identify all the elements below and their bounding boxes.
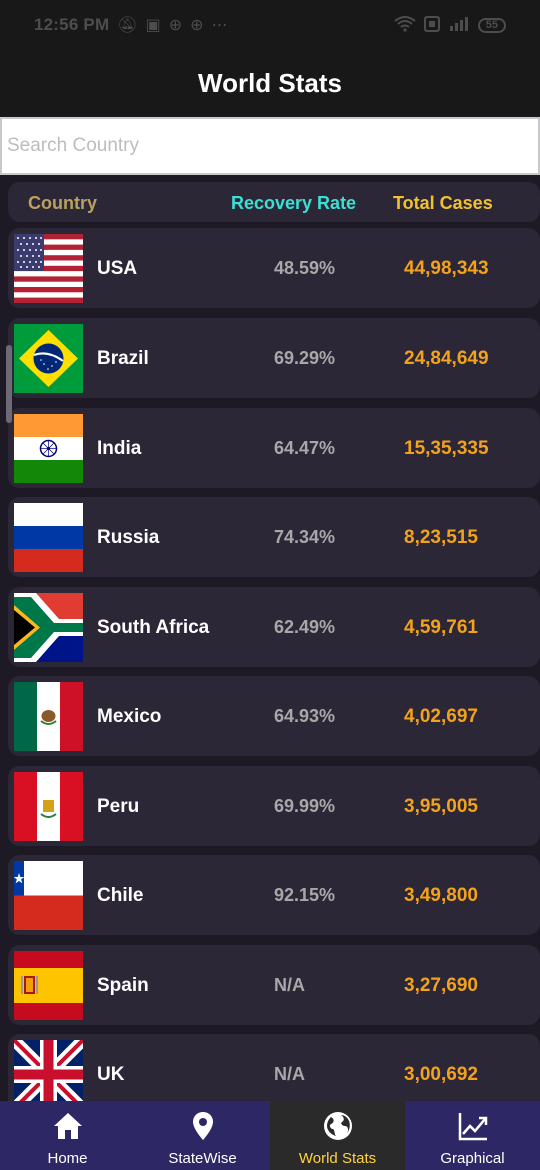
table-header: Country Recovery Rate Total Cases	[8, 182, 540, 222]
app-icon: ⊕	[168, 17, 183, 34]
location-pin-icon	[187, 1110, 219, 1142]
usa-flag	[14, 234, 83, 303]
table-row[interactable]: India 64.47% 15,35,335	[8, 408, 540, 488]
status-bar: 12:56 PM 🔕︎ ▣ ⊕ ⊕ ⋯ 55	[0, 0, 540, 50]
total-cases: 3,49,800	[404, 885, 478, 906]
column-header-country: Country	[28, 193, 97, 213]
table-row[interactable]: Mexico 64.93% 4,02,697	[8, 676, 540, 756]
total-cases: 44,98,343	[404, 258, 489, 279]
table-row[interactable]: UK N/A 3,00,692	[8, 1034, 540, 1114]
home-icon	[52, 1110, 84, 1142]
page-title: World Stats	[198, 67, 342, 98]
spain-flag	[14, 951, 83, 1020]
scrollbar-thumb[interactable]	[6, 345, 12, 423]
nav-label: World Stats	[298, 1150, 377, 1167]
total-cases: 3,00,692	[404, 1064, 478, 1085]
recovery-rate: 69.99%	[274, 796, 336, 816]
table-row[interactable]: Peru 69.99% 3,95,005	[8, 766, 540, 846]
globe-icon	[322, 1110, 354, 1142]
nav-item-graphical[interactable]: Graphical	[405, 1101, 540, 1170]
india-flag	[14, 414, 83, 483]
nav-label: Home	[47, 1150, 88, 1167]
wifi-icon	[394, 15, 416, 35]
status-time: 12:56 PM	[34, 15, 110, 34]
nav-label: Graphical	[440, 1150, 505, 1167]
country-name: Chile	[97, 885, 144, 906]
recovery-rate: N/A	[274, 1064, 305, 1084]
data-icon	[423, 15, 440, 35]
brazil-flag	[14, 324, 83, 393]
total-cases: 3,27,690	[404, 975, 478, 996]
recovery-rate: 74.34%	[274, 527, 336, 547]
nav-item-world-stats[interactable]: World Stats	[270, 1101, 405, 1170]
column-header-recovery-rate: Recovery Rate	[231, 193, 357, 213]
total-cases: 4,02,697	[404, 706, 478, 727]
recovery-rate: 92.15%	[274, 885, 336, 905]
country-name: USA	[97, 258, 138, 279]
column-header-total-cases: Total Cases	[393, 193, 493, 213]
more-icon: ⋯	[211, 17, 228, 34]
total-cases: 15,35,335	[404, 438, 489, 459]
country-name: Mexico	[97, 706, 162, 727]
nav-item-statewise[interactable]: StateWise	[135, 1101, 270, 1170]
country-name: Peru	[97, 796, 140, 817]
mexico-flag	[14, 682, 83, 751]
recovery-rate: 69.29%	[274, 348, 336, 368]
table-row[interactable]: Brazil 69.29% 24,84,649	[8, 318, 540, 398]
country-name: India	[97, 438, 142, 459]
south-africa-flag	[14, 593, 83, 662]
chile-flag	[14, 861, 83, 930]
chart-line-icon	[457, 1110, 489, 1142]
nav-label: StateWise	[168, 1150, 237, 1167]
battery-icon: 55	[477, 17, 506, 33]
total-cases: 4,59,761	[404, 617, 478, 638]
nav-item-home[interactable]: Home	[0, 1101, 135, 1170]
peru-flag	[14, 772, 83, 841]
total-cases: 8,23,515	[404, 527, 478, 548]
country-name: Brazil	[97, 348, 149, 369]
total-cases: 24,84,649	[404, 348, 489, 369]
bottom-nav: Home StateWise World Stats Graphical	[0, 1101, 540, 1170]
country-name: South Africa	[97, 617, 210, 638]
table-row[interactable]: USA 48.59% 44,98,343	[8, 228, 540, 308]
table-row[interactable]: Spain N/A 3,27,690	[8, 945, 540, 1025]
table-row[interactable]: Chile 92.15% 3,49,800	[8, 855, 540, 935]
signal-icon	[448, 16, 470, 35]
recovery-rate: 64.93%	[274, 706, 336, 726]
country-name: Spain	[97, 975, 149, 996]
table-row[interactable]: Russia 74.34% 8,23,515	[8, 497, 540, 577]
russia-flag	[14, 503, 83, 572]
notification-icon: ▣	[145, 17, 161, 34]
table-row[interactable]: South Africa 62.49% 4,59,761	[8, 587, 540, 667]
total-cases: 3,95,005	[404, 796, 478, 817]
recovery-rate: N/A	[274, 975, 305, 995]
recovery-rate: 64.47%	[274, 438, 336, 458]
app-icon: ⊕	[190, 17, 204, 34]
country-name: Russia	[97, 527, 160, 548]
search-input[interactable]	[2, 119, 538, 173]
recovery-rate: 48.59%	[274, 258, 336, 278]
app-header: World Stats	[0, 50, 540, 116]
search-box	[0, 117, 540, 175]
country-name: UK	[97, 1064, 125, 1085]
uk-flag	[14, 1040, 83, 1109]
recovery-rate: 62.49%	[274, 617, 336, 637]
mute-icon: 🔕︎	[117, 17, 138, 34]
